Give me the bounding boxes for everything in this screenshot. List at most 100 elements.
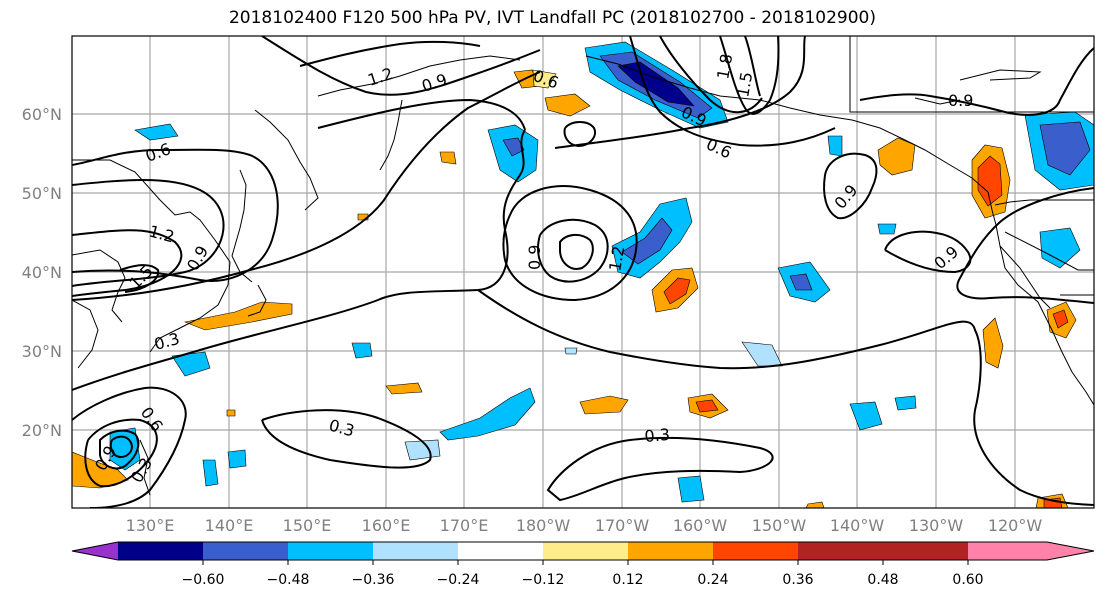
colorbar-min-arrow xyxy=(72,542,118,560)
colorbar-tick-label: −0.60 xyxy=(182,572,225,588)
negative-anomaly-region xyxy=(877,223,897,235)
colorbar-tick-label: 0.36 xyxy=(782,572,813,588)
positive-anomaly-core xyxy=(663,277,691,305)
coastlines xyxy=(72,36,1094,496)
contour-label: 1.5 xyxy=(733,70,756,98)
contour-label: 0.6 xyxy=(143,139,173,166)
lon-tick-label: 160°W xyxy=(673,516,728,535)
map-title: 2018102400 F120 500 hPa PV, IVT Landfall… xyxy=(228,8,876,28)
negative-anomaly-core xyxy=(502,137,525,157)
colorbar-swatch xyxy=(288,542,373,560)
colorbar-tick-label: −0.12 xyxy=(522,572,565,588)
colorbar-ticks xyxy=(202,560,969,565)
colorbar-tick-label: 0.60 xyxy=(952,572,983,588)
colorbar-swatch xyxy=(543,542,628,560)
lat-tick-label: 40°N xyxy=(22,263,62,282)
negative-anomaly-core xyxy=(1039,121,1091,176)
contour-label: 0.9 xyxy=(419,70,449,96)
lon-tick-label: 140°E xyxy=(205,516,254,535)
colorbar-swatch xyxy=(203,542,288,560)
pv-contours xyxy=(72,36,1094,508)
contour-labels: 1.2 0.9 0.6 1.8 1.5 0.9 0.6 0.6 1.2 0.9 … xyxy=(91,52,973,486)
contour-label: 1.2 xyxy=(365,64,395,90)
negative-anomaly-region xyxy=(894,395,917,411)
negative-anomaly-region xyxy=(827,135,843,157)
lon-tick-label: 120°W xyxy=(988,516,1043,535)
negative-anomaly-region xyxy=(849,401,883,431)
colorbar-tick-label: 0.48 xyxy=(867,572,898,588)
contour-label: 0.9 xyxy=(183,242,212,274)
negative-anomaly-core xyxy=(621,217,673,265)
lat-tick-label: 60°N xyxy=(22,105,62,124)
map-frame xyxy=(71,35,1095,509)
lat-tick-label: 50°N xyxy=(22,184,62,203)
colorbar-swatch xyxy=(373,542,458,560)
negative-anomaly-region xyxy=(1039,227,1081,269)
colorbar-swatch xyxy=(713,542,798,560)
colorbar-tick-label: 0.12 xyxy=(612,572,643,588)
negative-anomaly-region xyxy=(351,342,373,359)
lon-tick-label: 170°E xyxy=(440,516,489,535)
lon-tick-label: 140°W xyxy=(830,516,885,535)
lat-tick-label: 30°N xyxy=(22,342,62,361)
negative-anomaly-region xyxy=(564,347,578,355)
negative-anomaly-region xyxy=(202,459,219,487)
colorbar: −0.60 −0.48 −0.36 −0.24 −0.12 0.12 0.24 … xyxy=(71,541,1095,588)
lat-tick-label: 20°N xyxy=(22,421,62,440)
negative-anomaly-region xyxy=(439,387,536,441)
longitude-labels: 130°E 140°E 150°E 160°E 170°E 180°W 170°… xyxy=(126,516,1043,535)
contour-label: 1.8 xyxy=(713,52,736,80)
positive-anomaly-region xyxy=(877,137,916,176)
colorbar-tick-label: −0.24 xyxy=(437,572,480,588)
contour-label: 1.2 xyxy=(147,222,177,247)
contour-label: 0.6 xyxy=(531,66,561,93)
positive-anomaly-region xyxy=(805,501,825,508)
colorbar-swatch xyxy=(458,542,543,560)
positive-anomaly-region xyxy=(544,93,591,117)
lon-tick-label: 160°E xyxy=(362,516,411,535)
lon-tick-label: 170°W xyxy=(595,516,650,535)
negative-anomaly-region xyxy=(741,341,783,367)
positive-anomaly-core xyxy=(977,155,1003,207)
positive-anomaly-region xyxy=(532,69,557,89)
colorbar-swatch-extra xyxy=(968,542,1047,560)
pv-shading xyxy=(72,41,1094,508)
positive-anomaly-core xyxy=(1052,309,1069,329)
negative-anomaly-region xyxy=(171,351,211,377)
contour-label: 0.3 xyxy=(327,416,357,441)
colorbar-swatch xyxy=(798,542,883,560)
negative-anomaly-region xyxy=(677,475,705,503)
positive-anomaly-core xyxy=(695,399,719,413)
colorbar-tick-label: 0.24 xyxy=(697,572,728,588)
colorbar-outline xyxy=(71,541,1095,561)
contour-label: 0.3 xyxy=(152,329,182,354)
lon-tick-label: 150°E xyxy=(283,516,332,535)
positive-anomaly-region xyxy=(982,317,1004,369)
negative-anomaly-region xyxy=(227,449,247,469)
lon-tick-label: 130°E xyxy=(126,516,175,535)
negative-anomaly-core xyxy=(617,61,695,107)
positive-anomaly-region xyxy=(183,301,293,331)
negative-anomaly-region xyxy=(134,123,179,141)
colorbar-tick-label: −0.48 xyxy=(267,572,310,588)
contour-label: 0.3 xyxy=(644,425,671,446)
contour-label: 1.2 xyxy=(605,244,628,272)
colorbar-swatch xyxy=(628,542,713,560)
latitude-labels: 20°N 30°N 40°N 50°N 60°N xyxy=(22,105,62,440)
colorbar-swatch xyxy=(883,542,968,560)
positive-anomaly-region xyxy=(439,151,457,165)
negative-anomaly-core xyxy=(789,273,813,291)
contour-label: 0.9 xyxy=(525,245,544,270)
colorbar-swatch xyxy=(118,542,203,560)
lon-tick-label: 130°W xyxy=(909,516,964,535)
lon-tick-label: 180°W xyxy=(516,516,571,535)
gridlines xyxy=(72,36,1094,508)
positive-anomaly-region xyxy=(385,382,423,395)
positive-anomaly-region xyxy=(226,409,236,417)
lon-tick-label: 150°W xyxy=(752,516,807,535)
contour-label: 0.9 xyxy=(948,91,973,110)
colorbar-tick-label: −0.36 xyxy=(352,572,395,588)
contour-label: 0.9 xyxy=(930,242,962,273)
positive-anomaly-region xyxy=(579,395,629,415)
